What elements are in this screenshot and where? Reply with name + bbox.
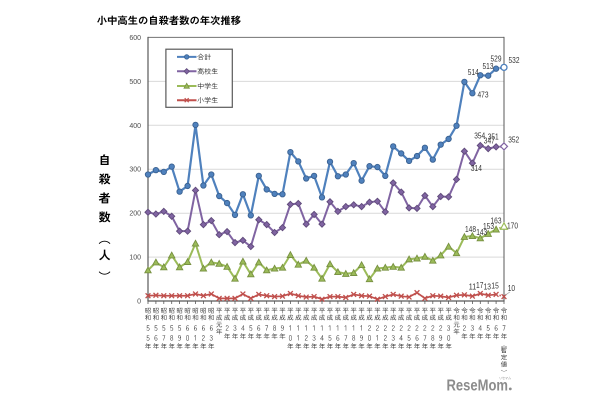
- svg-text:314: 314: [471, 164, 482, 173]
- svg-text:514: 514: [468, 68, 479, 77]
- svg-text:リセマム: リセマム: [499, 375, 511, 380]
- svg-text:163: 163: [491, 216, 502, 225]
- svg-text:473: 473: [478, 91, 489, 100]
- svg-text:352: 352: [508, 136, 519, 145]
- svg-text:13: 13: [484, 282, 492, 291]
- svg-text:0: 0: [137, 299, 141, 306]
- svg-text:15: 15: [491, 282, 499, 291]
- svg-text:10: 10: [508, 284, 516, 293]
- svg-text:400: 400: [129, 123, 141, 130]
- svg-text:300: 300: [129, 167, 141, 174]
- svg-text:529: 529: [491, 55, 502, 64]
- svg-text:500: 500: [129, 79, 141, 86]
- svg-text:100: 100: [129, 255, 141, 262]
- svg-text:600: 600: [129, 35, 141, 42]
- svg-text:200: 200: [129, 211, 141, 218]
- svg-text:532: 532: [509, 56, 520, 65]
- svg-text:351: 351: [488, 132, 499, 141]
- svg-text:148: 148: [465, 225, 476, 234]
- svg-text:170: 170: [507, 222, 518, 231]
